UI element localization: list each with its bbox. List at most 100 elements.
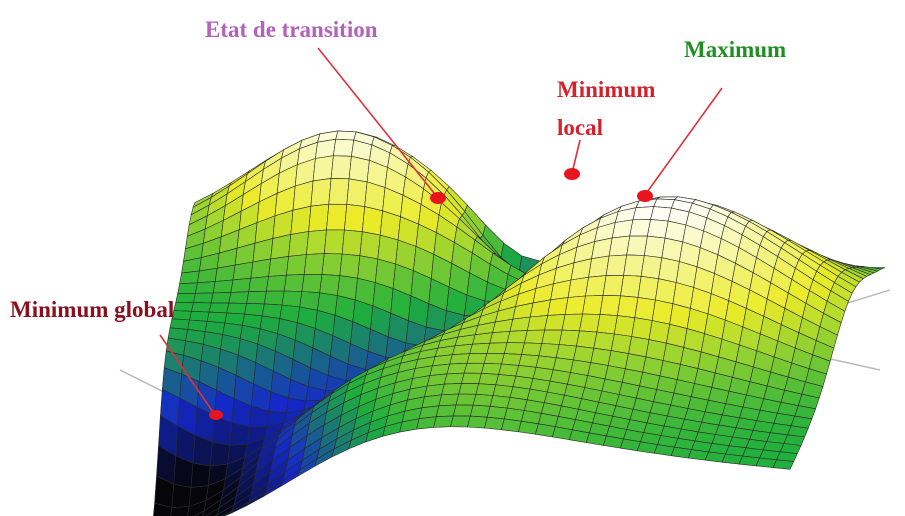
mesh-cell	[177, 282, 198, 294]
mesh-cell	[527, 315, 549, 331]
mesh-cell	[193, 292, 214, 304]
mesh-cell	[451, 343, 473, 356]
mesh-cell	[321, 253, 343, 276]
mesh-cell	[449, 353, 471, 365]
mesh-cell	[555, 344, 577, 361]
mesh-cell	[171, 483, 192, 508]
mesh-cell	[326, 203, 348, 231]
mesh-cell	[250, 258, 272, 279]
mesh-cell	[288, 231, 310, 257]
critical-point	[430, 192, 446, 204]
mesh-cell	[210, 292, 232, 304]
mesh-cell	[179, 270, 200, 285]
mesh-cell	[501, 353, 522, 366]
mesh-cell	[303, 253, 325, 275]
mesh-cell	[455, 393, 477, 406]
mesh-cell	[173, 301, 194, 312]
mesh-cell	[312, 155, 334, 182]
mesh-cell	[359, 231, 381, 260]
mesh-cell	[486, 405, 508, 420]
mesh-cell	[281, 290, 303, 308]
mesh-cell	[467, 415, 488, 429]
critical-point	[637, 190, 653, 202]
mesh-cell	[290, 205, 312, 235]
mesh-cell	[631, 317, 653, 340]
surface-mesh	[153, 130, 886, 516]
mesh-cell	[361, 206, 383, 236]
mesh-cell	[626, 235, 648, 256]
mesh-cell	[232, 261, 254, 281]
mesh-cell	[341, 229, 363, 257]
label-local-min: local	[557, 115, 603, 140]
mesh-cell	[772, 459, 795, 470]
mesh-cell	[475, 383, 497, 396]
mesh-cell	[648, 320, 671, 344]
mesh-cell	[226, 302, 247, 315]
mesh-cell	[308, 203, 330, 232]
mesh-cell	[230, 277, 252, 293]
mesh-cell	[610, 333, 633, 354]
mesh-cell	[576, 330, 598, 349]
mesh-cell	[503, 342, 525, 355]
mesh-cell	[541, 329, 563, 345]
mesh-cell	[651, 299, 674, 325]
mesh-cell	[458, 383, 480, 395]
mesh-cell	[483, 352, 505, 365]
mesh-cell	[466, 352, 488, 364]
mesh-cell	[640, 255, 663, 280]
mesh-cell	[472, 393, 494, 407]
mesh-cell	[195, 281, 216, 294]
mesh-cell	[506, 330, 528, 344]
mesh-cell	[628, 336, 650, 358]
mesh-cell	[310, 178, 332, 207]
mesh-cell	[588, 255, 610, 278]
points	[209, 168, 653, 420]
mesh-cell	[650, 206, 672, 222]
mesh-cell	[538, 343, 560, 359]
mesh-cell	[364, 181, 386, 212]
mesh-cell	[452, 404, 474, 417]
mesh-cell	[623, 254, 645, 277]
mesh-cell	[561, 313, 583, 332]
mesh-cell	[193, 510, 205, 516]
mesh-cell	[518, 354, 540, 368]
mesh-cell	[433, 415, 454, 428]
mesh-cell	[486, 342, 508, 354]
mesh-cell	[608, 235, 631, 257]
mesh-cell	[489, 330, 511, 344]
mesh-cell	[655, 278, 677, 305]
mesh-cell	[484, 416, 505, 431]
mesh-cell	[585, 275, 607, 297]
mesh-cell	[333, 138, 355, 157]
mesh-cell	[248, 276, 269, 293]
mesh-cell	[518, 420, 539, 435]
mesh-cell	[438, 393, 460, 407]
mesh-cell	[596, 314, 618, 335]
mesh-cell	[547, 297, 569, 316]
mesh-cell	[190, 462, 211, 488]
mesh-cell	[348, 155, 370, 183]
mesh-cell	[501, 418, 522, 433]
mesh-cell	[153, 502, 173, 516]
mesh-cell	[463, 362, 485, 374]
mesh-cell	[323, 229, 345, 255]
mesh-cell	[472, 332, 494, 345]
pointer-line	[571, 139, 581, 174]
mesh-cell	[620, 274, 642, 298]
mesh-cell	[443, 372, 465, 385]
mesh-cell	[268, 256, 289, 277]
mesh-cell	[613, 315, 636, 337]
mesh-cell	[661, 237, 684, 262]
mesh-cell	[599, 295, 621, 316]
mesh-cell	[175, 292, 196, 303]
mesh-cell	[229, 422, 250, 446]
mesh-cell	[435, 404, 457, 418]
mesh-cell	[564, 295, 586, 315]
mesh-cell	[209, 441, 231, 467]
mesh-cell	[558, 329, 580, 347]
mesh-cell	[335, 130, 357, 141]
mesh-cell	[634, 297, 656, 321]
mesh-cell	[481, 362, 502, 375]
mesh-cell	[544, 314, 566, 331]
